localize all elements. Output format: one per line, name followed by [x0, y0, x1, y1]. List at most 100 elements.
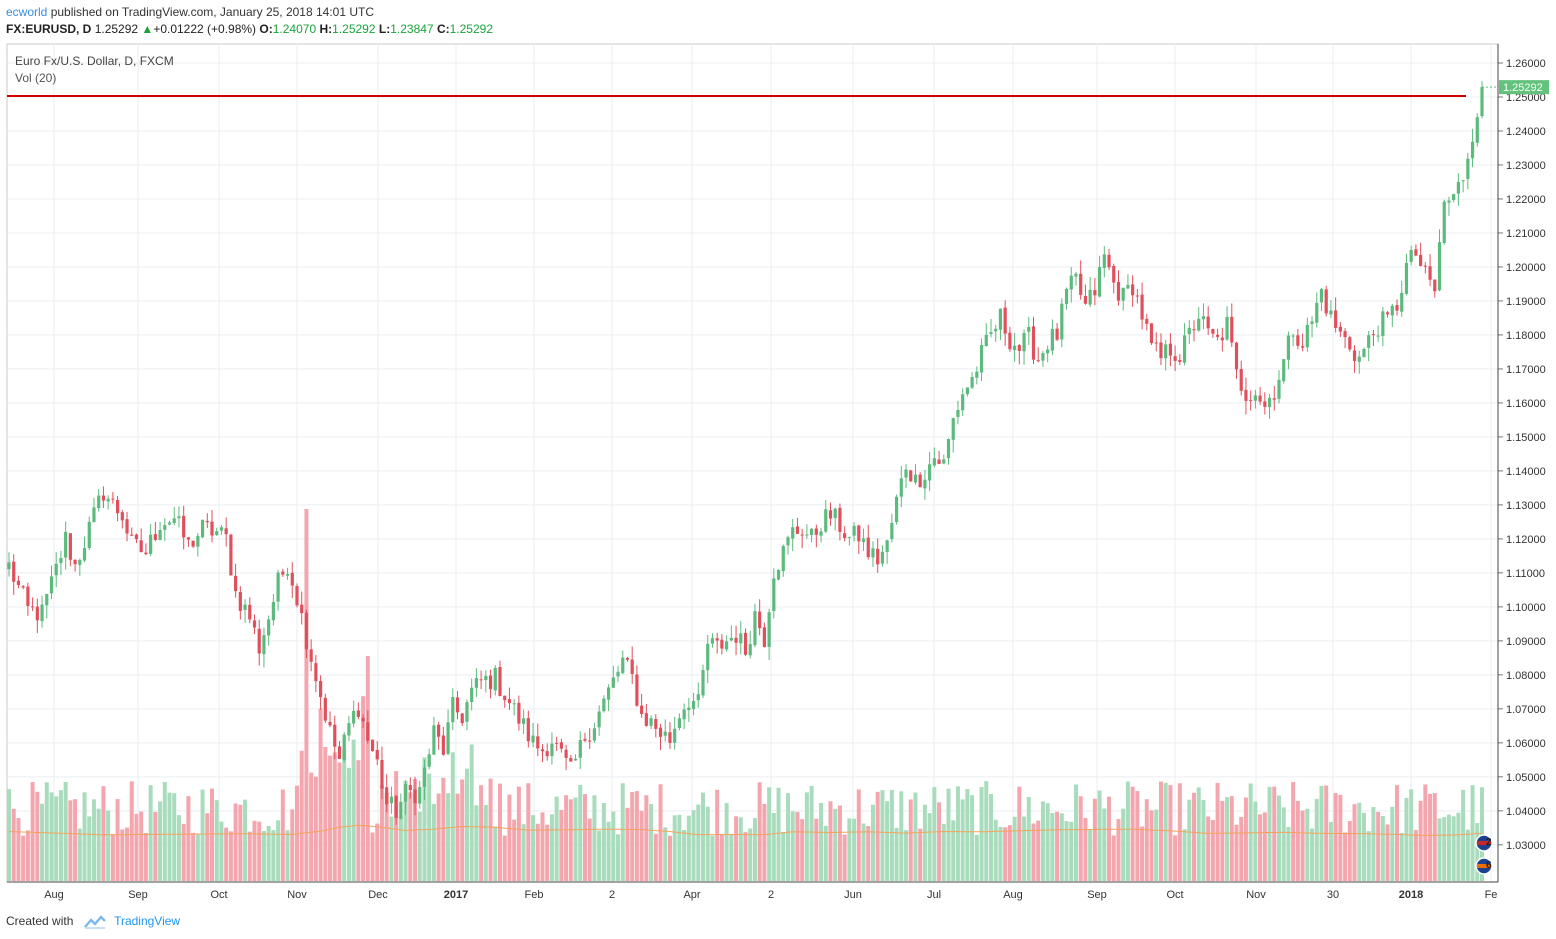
candle-body — [706, 643, 710, 671]
candle-body — [781, 546, 785, 572]
candle-body — [673, 728, 677, 743]
candle-body — [1480, 87, 1484, 117]
candle-body — [1135, 295, 1139, 297]
volume-bar — [172, 793, 177, 881]
candle-body — [153, 534, 157, 540]
volume-bar — [82, 792, 87, 881]
candle-body — [1093, 290, 1097, 296]
volume-bar — [781, 831, 786, 881]
volume-bar — [346, 767, 351, 881]
candle-body — [1031, 326, 1036, 360]
candle-body — [951, 418, 955, 440]
candle-body — [285, 574, 290, 576]
flag-icon-stripe — [1477, 864, 1491, 868]
author-link[interactable]: ecworld — [6, 5, 48, 19]
candle-body — [942, 459, 946, 464]
ticker-line: FX:EURUSD, D 1.25292 ▲+0.01222 (+0.98%) … — [6, 21, 493, 37]
candle-body — [276, 572, 280, 602]
candle-body — [677, 718, 682, 729]
volume-bar — [752, 818, 757, 881]
x-tick-label: 2 — [609, 889, 615, 901]
candle-body — [399, 801, 403, 819]
candle-body — [418, 787, 422, 804]
volume-bar — [724, 803, 729, 881]
candle-body — [149, 534, 153, 554]
volume-bar — [398, 816, 403, 881]
candle-body — [1211, 329, 1215, 334]
y-tick-label: 1.25000 — [1506, 92, 1546, 104]
volume-bar — [1163, 782, 1168, 881]
volume-bar — [649, 804, 654, 881]
candle-body — [1197, 318, 1201, 331]
volume-bar — [1361, 812, 1366, 881]
candle-body — [512, 703, 516, 705]
volume-bar — [597, 830, 602, 881]
volume-bar — [1187, 799, 1192, 881]
volume-bar — [1418, 800, 1423, 881]
volume-bar — [691, 810, 696, 881]
candle-body — [843, 533, 847, 539]
volume-legend: Vol (20) — [15, 71, 56, 85]
volume-bar — [1097, 790, 1102, 881]
volume-bar — [1310, 828, 1315, 881]
candle-body — [106, 498, 110, 502]
candle-body — [1428, 266, 1432, 280]
candle-body — [569, 757, 573, 762]
candle-body — [743, 632, 748, 655]
volume-bar — [1220, 801, 1225, 881]
volume-bar — [804, 792, 809, 881]
volume-bar — [616, 834, 621, 881]
tradingview-brand-link[interactable]: TradingView — [114, 914, 181, 928]
volume-bar — [427, 773, 432, 881]
candle-body — [588, 740, 592, 742]
y-tick-label: 1.19000 — [1506, 296, 1546, 308]
close-label: C: — [436, 22, 450, 36]
price-chart[interactable]: 1.26000 1.25000 1.24000 1.23000 1.22000 1.210… — [0, 0, 1556, 910]
volume-bar — [970, 795, 975, 881]
volume-bar — [25, 830, 30, 881]
candle-body — [196, 535, 200, 547]
candle-body — [446, 722, 450, 754]
candle-body — [517, 702, 521, 724]
footer: Created with TradingView — [6, 913, 180, 929]
candle-body — [989, 332, 993, 334]
volume-bar — [554, 796, 559, 881]
candle-body — [1282, 359, 1286, 382]
volume-bar — [1243, 797, 1248, 881]
volume-bar — [195, 834, 200, 881]
candle-body — [691, 701, 696, 709]
volume-bar — [162, 782, 167, 881]
volume-bar — [63, 781, 68, 881]
candle-body — [210, 521, 214, 536]
volume-bar — [1470, 785, 1475, 881]
volume-bar — [790, 811, 795, 881]
volume-bar — [1177, 783, 1182, 881]
candle-body — [361, 717, 365, 722]
candle-body — [961, 394, 965, 411]
candle-body — [729, 637, 733, 641]
candle-body — [262, 635, 266, 655]
y-tick-label: 1.12000 — [1506, 534, 1546, 546]
volume-bar — [667, 835, 672, 881]
volume-bar — [1404, 797, 1409, 881]
x-tick-label: Sep — [128, 889, 148, 901]
volume-bar — [1059, 813, 1064, 881]
candle-body — [40, 604, 44, 622]
volume-bar — [479, 785, 484, 881]
candle-body — [1027, 327, 1031, 332]
candle-body — [97, 495, 101, 509]
volume-bar — [653, 833, 658, 881]
y-tick-label: 1.11000 — [1506, 568, 1545, 580]
candle-body — [1419, 254, 1423, 266]
candle-body — [45, 594, 49, 606]
volume-bar — [210, 788, 215, 881]
y-tick-label: 1.14000 — [1506, 466, 1546, 478]
candle-body — [139, 540, 143, 553]
volume-bar — [77, 828, 82, 881]
candle-body — [1008, 332, 1012, 350]
volume-bar — [1140, 826, 1145, 881]
candle-body — [975, 371, 979, 378]
last-price-tag-label: 1.25292 — [1503, 82, 1543, 94]
volume-bar — [356, 760, 361, 881]
candle-body — [1107, 254, 1111, 268]
